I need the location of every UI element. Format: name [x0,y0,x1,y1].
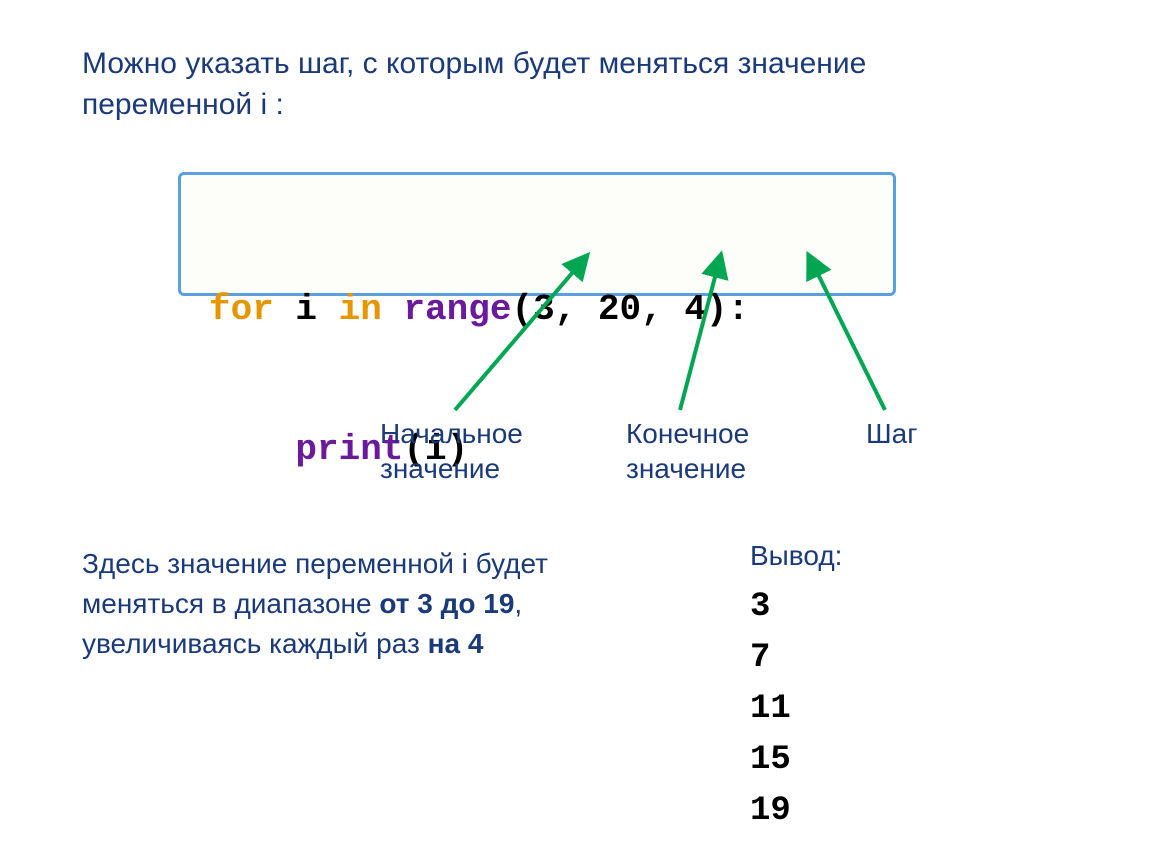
output-title: Вывод: [750,540,842,572]
annotation-label-line1: Конечное [626,416,749,451]
output-values: 3 7 11 15 19 [750,582,791,837]
code-token: (3, 20, 4): [511,289,749,330]
explain-bold-step: на 4 [428,628,484,659]
code-token [382,289,404,330]
code-line-1: for i in range(3, 20, 4): [209,287,865,334]
annotation-label-1: Начальноезначение [380,416,523,486]
annotation-label-line1: Шаг [866,416,917,451]
code-token: range [403,289,511,330]
code-token: for [209,289,274,330]
intro-text: Можно указать шаг, с которым будет менят… [82,44,882,125]
code-line-2: print(i) [209,427,865,474]
code-token: in [339,289,382,330]
annotation-label-2: Конечноезначение [626,416,749,486]
annotation-label-line2: значение [380,451,523,486]
code-box: for i in range(3, 20, 4): print(i) [178,172,896,296]
annotation-label-3: Шаг [866,416,917,451]
annotation-label-line2: значение [626,451,749,486]
explanation-text: Здесь значение переменной i будет менять… [82,544,652,663]
annotation-label-line1: Начальное [380,416,523,451]
explain-bold-range: от 3 до 19 [379,588,514,619]
code-token [209,429,295,470]
code-token: i [274,289,339,330]
